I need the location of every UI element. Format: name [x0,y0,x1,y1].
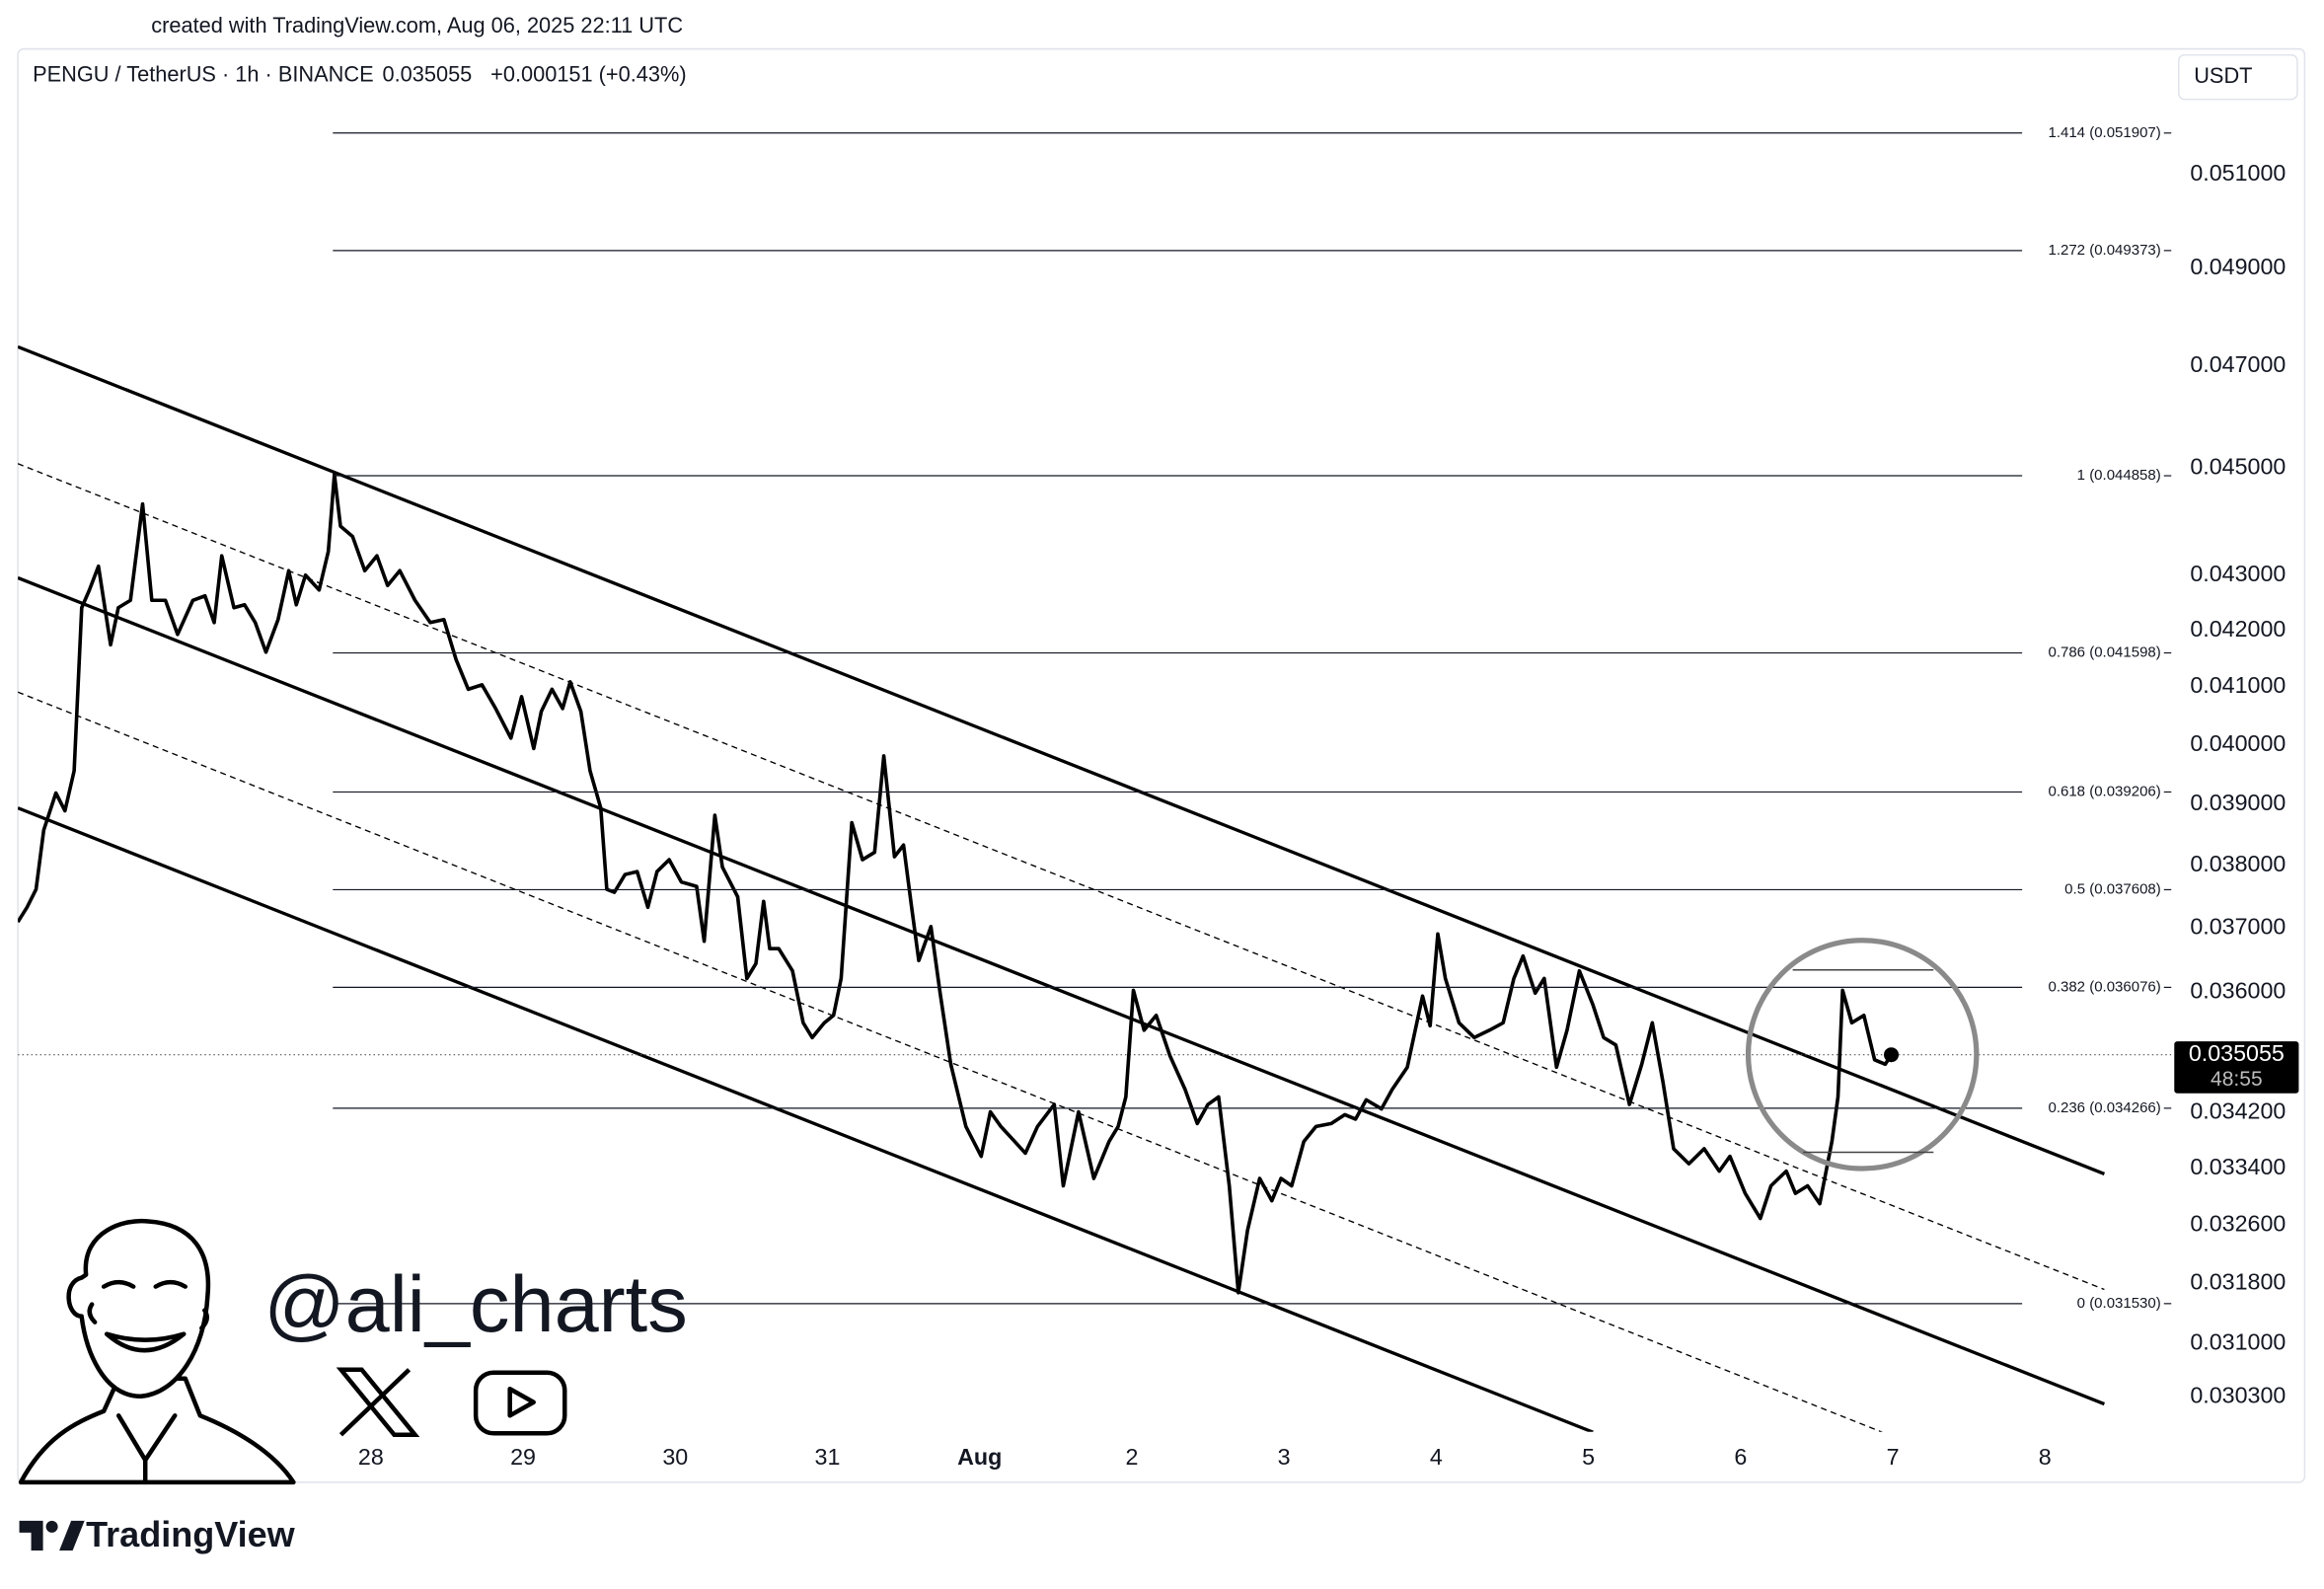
fib-label: 0.236 (0.034266) [2048,1099,2160,1116]
y-tick-label: 0.047000 [2190,351,2286,377]
fib-label: 1.272 (0.049373) [2048,242,2160,259]
x-icon [336,1367,420,1438]
y-tick-label: 0.038000 [2190,851,2286,876]
header-change: +0.000151 (+0.43%) [490,61,686,86]
y-tick-label: 0.051000 [2190,160,2286,186]
youtube-icon [473,1370,567,1436]
y-tick-label: 0.037000 [2190,913,2286,939]
plot: 0.051000 0.049000 0.047000 0.045000 0.043000… [18,124,2299,1470]
fib-label: 0.618 (0.039206) [2048,783,2160,799]
y-tick-label: 0.040000 [2190,730,2286,756]
y-tick-label: 0.033400 [2190,1154,2286,1179]
channel-line [18,575,2106,1406]
symbol: PENGU / TetherUS · 1h · BINANCE [33,61,374,86]
y-tick-label: 0.049000 [2190,254,2286,279]
brand: TradingView [86,1514,296,1554]
currency-button[interactable] [2178,53,2298,101]
watermark: @ali_charts [263,1260,687,1349]
y-tick-label: 0.043000 [2190,561,2286,586]
x-tick-label: 2 [1125,1444,1138,1470]
y-tick-label: 0.032600 [2190,1211,2286,1237]
x-tick-label: 7 [1887,1444,1900,1470]
x-tick-label: 3 [1278,1444,1291,1470]
fib-label: 1 (0.044858) [2077,467,2161,484]
x-tick-label: 5 [1582,1444,1595,1470]
last-point [1883,1047,1900,1063]
x-tick-label: Aug [957,1444,1002,1470]
channel-line [18,344,2106,1176]
y-tick-label: 0.036000 [2190,978,2286,1004]
currency[interactable]: USDT [2194,63,2252,88]
highlight-circle [1745,938,1980,1172]
channel-line [18,691,1883,1432]
y-tick-label: 0.039000 [2190,790,2286,815]
avatar [18,1218,296,1485]
price-tag-countdown: 48:55 [2211,1068,2263,1091]
y-tick-label: 0.042000 [2190,616,2286,642]
x-tick-label: 31 [815,1444,841,1470]
y-tick-label: 0.031800 [2190,1269,2286,1295]
credit: created with TradingView.com, Aug 06, 20… [151,13,683,38]
y-tick-label: 0.041000 [2190,672,2286,698]
x-tick-label: 28 [358,1444,384,1470]
fib-label: 0.5 (0.037608) [2064,880,2161,897]
fib-label: 0.382 (0.036076) [2048,978,2160,995]
channel-line [18,806,1594,1432]
x-tick-label: 6 [1734,1444,1747,1470]
x-tick-label: 8 [2039,1444,2052,1470]
chart-frame [17,47,2306,1483]
x-tick-label: 29 [510,1444,536,1470]
y-tick-label: 0.045000 [2190,454,2286,480]
y-tick-label: 0.031000 [2190,1328,2286,1354]
plot-area [18,344,2172,1432]
fib-label: 0 (0.031530) [2077,1295,2161,1312]
y-tick-label: 0.034200 [2190,1098,2286,1124]
fib-label: 1.414 (0.051907) [2048,124,2160,141]
price-tag [2174,1041,2299,1094]
brand-logo [19,1520,85,1551]
price-line [18,472,1894,1295]
price-tag-value: 0.035055 [2189,1040,2285,1066]
y-tick-label: 0.030300 [2190,1383,2286,1408]
channel-line [18,463,2105,1291]
x-tick-label: 4 [1430,1444,1443,1470]
header-price: 0.035055 [383,61,473,86]
x-tick-label: 30 [662,1444,688,1470]
fib-label: 0.786 (0.041598) [2048,644,2160,661]
